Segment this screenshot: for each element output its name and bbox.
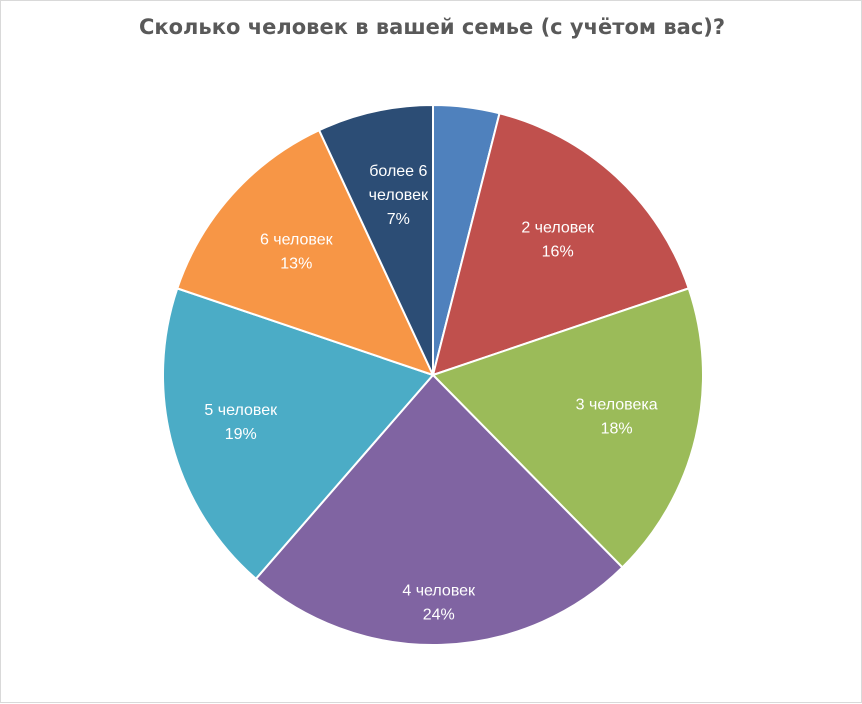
slice-percent-label: 19% xyxy=(225,426,257,443)
slice-label-7: более 6 человек 7% xyxy=(369,163,429,228)
slice-category-label: 3 человека xyxy=(576,397,658,414)
slice-percent-label: 18% xyxy=(601,421,633,438)
slice-category-label: более 6 xyxy=(369,163,427,180)
slice-category-label: человек xyxy=(369,187,429,204)
slice-percent-label: 24% xyxy=(423,607,455,624)
slice-label-3: 3 человека 18% xyxy=(576,397,658,438)
slice-category-label: 5 человек xyxy=(204,402,278,419)
slice-percent-label: 7% xyxy=(387,211,410,228)
slice-label-6: 6 человек 13% xyxy=(260,232,334,273)
pie-slice-6 xyxy=(176,129,434,376)
slice-label-2: 2 человек 16% xyxy=(521,219,595,260)
slice-category-label: 2 человек xyxy=(521,219,595,236)
slice-percent-label: 13% xyxy=(280,256,312,273)
slice-percent-label: 16% xyxy=(542,243,574,260)
chart-title: Сколько человек в вашей семье (с учётом … xyxy=(138,15,726,39)
pie-slice-5 xyxy=(162,287,434,580)
pie-slice-4 xyxy=(254,374,624,646)
pie-slice-3 xyxy=(432,287,704,569)
slice-category-label: 4 человек xyxy=(402,583,476,600)
pie-slice-7 xyxy=(318,104,434,376)
slice-label-4: 4 человек 24% xyxy=(402,583,476,624)
slice-label-5: 5 человек 19% xyxy=(204,402,278,443)
slice-category-label: 6 человек xyxy=(260,232,334,249)
